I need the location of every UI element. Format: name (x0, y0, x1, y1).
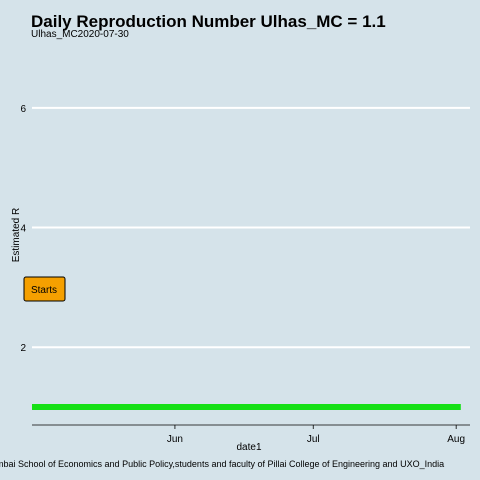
start-annotation: Starts (23, 276, 66, 302)
y-axis-ticks: 2 4 6 (20, 104, 26, 354)
y-tick-label: 2 (20, 343, 26, 354)
y-axis-title: Estimated R (11, 208, 22, 262)
x-axis-title: date1 (236, 442, 261, 453)
y-tick-label: 6 (20, 104, 26, 115)
x-tick-label: Jun (167, 434, 183, 445)
x-tick-label: Jul (307, 434, 320, 445)
chart-caption: mbai School of Economics and Public Poli… (0, 459, 444, 469)
x-axis-ticks: Jun Jul Aug (167, 425, 465, 445)
start-annotation-label: Starts (31, 285, 57, 296)
chart-subtitle: Ulhas_MC2020-07-30 (31, 29, 129, 40)
y-tick-label: 4 (20, 224, 26, 235)
start-annotation-box (23, 276, 66, 302)
chart-title: Daily Reproduction Number Ulhas_MC = 1.1 (31, 12, 386, 31)
grid-layer (32, 106, 470, 349)
x-tick-label: Aug (447, 434, 465, 445)
